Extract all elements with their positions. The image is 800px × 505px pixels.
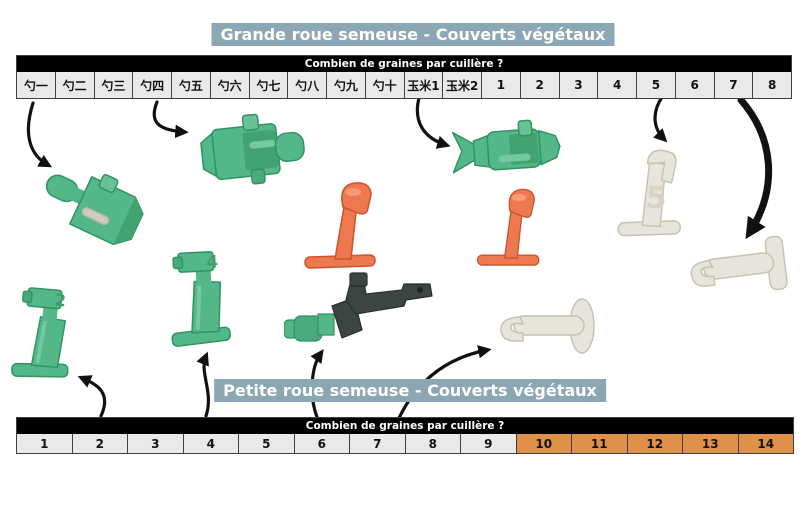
top-table-cell-勺二: 勺二 [54,72,94,98]
bottom-table-cell-5: 5 [238,434,294,453]
bottom-table-cell-3: 3 [127,434,183,453]
white-seed-spoon-icon [500,298,595,354]
top-table-cell-5: 5 [636,72,675,98]
top-table-cell-玉米1: 玉米1 [403,72,443,98]
top-table-cell-3: 3 [558,72,598,98]
top-table-cell-勺八: 勺八 [287,72,326,98]
bottom-table-cell-13: 13 [682,434,738,453]
bottom-table-cell-2: 2 [71,434,127,453]
bottom-table-cell-11: 11 [571,434,627,453]
svg-text:2: 2 [54,290,67,310]
top-seed-table: Combien de graines par cuillère ? 勺一 勺二 勺三… [16,55,792,99]
bottom-table-row: 1 2 3 4 5 6 7 8 9 10 11 12 13 14 [17,434,793,453]
top-table-cell-8: 8 [752,72,791,98]
top-table-row: 勺一 勺二 勺三 勺四 勺五 勺六 勺七 勺八 勺九 勺十 玉米1 玉米2 1 2 3 4 5 6 7 8 [17,72,791,98]
top-table-cell-勺五: 勺五 [171,72,210,98]
green-corn-cartridge-icon [451,119,561,174]
green-seed-spoon-icon: 2 [11,287,69,378]
dark-seed-spoon-icon [284,272,433,342]
svg-text:4: 4 [206,252,219,273]
bottom-table-cell-4: 4 [182,434,238,453]
top-table-cell-勺九: 勺九 [326,72,365,98]
arrow-top-col4-icon [152,100,189,139]
top-table-cell-勺六: 勺六 [209,72,249,98]
bottom-table-cell-14: 14 [737,434,793,453]
bottom-table-cell-9: 9 [460,434,516,453]
top-table-cell-6: 6 [674,72,714,98]
arrow-top-col1-icon [26,101,53,168]
top-table-cell-勺七: 勺七 [248,72,288,98]
orange-seed-spoon-icon [476,188,540,266]
bottom-table-cell-7: 7 [349,434,405,453]
bottom-table-cell-6: 6 [293,434,349,453]
top-title: Grande roue semeuse - Couverts végétaux [211,23,615,46]
bottom-table-cell-10: 10 [515,434,571,453]
top-table-cell-勺三: 勺三 [93,72,133,98]
bottom-table-cell-12: 12 [626,434,682,453]
bottom-table-cell-1: 1 [17,434,72,453]
bottom-title: Petite roue semeuse - Couverts végétaux [214,379,606,402]
green-seed-cartridge-icon [200,113,305,185]
top-table-cell-1: 1 [481,72,520,98]
green-seed-cartridge-icon [45,174,144,246]
arrow-top-col5-icon [653,95,668,143]
top-table-cell-2: 2 [519,72,559,98]
top-table-cell-勺四: 勺四 [132,72,171,98]
top-table-cell-勺一: 勺一 [17,72,55,98]
top-table-cell-7: 7 [713,72,753,98]
top-table-header: Combien de graines par cuillère ? [17,56,791,72]
white-seed-spoon-icon: 5 [617,149,681,237]
arrow-top-col7-thick-icon [737,96,773,240]
top-table-cell-玉米2: 玉米2 [442,72,481,98]
arrow-bottom-col2-icon [77,375,107,418]
bottom-table-cell-8: 8 [404,434,460,453]
white-seed-spoon-icon [690,235,788,291]
top-table-cell-4: 4 [597,72,636,98]
orange-seed-spoon-icon [304,182,376,269]
svg-text:5: 5 [645,181,668,217]
arrow-top-corn1-icon [415,96,451,149]
arrow-bottom-col4-icon [196,351,211,418]
top-table-cell-勺十: 勺十 [364,72,404,98]
bottom-table-header: Combien de graines par cuillère ? [17,418,793,434]
green-seed-spoon-icon: 4 [171,250,231,347]
